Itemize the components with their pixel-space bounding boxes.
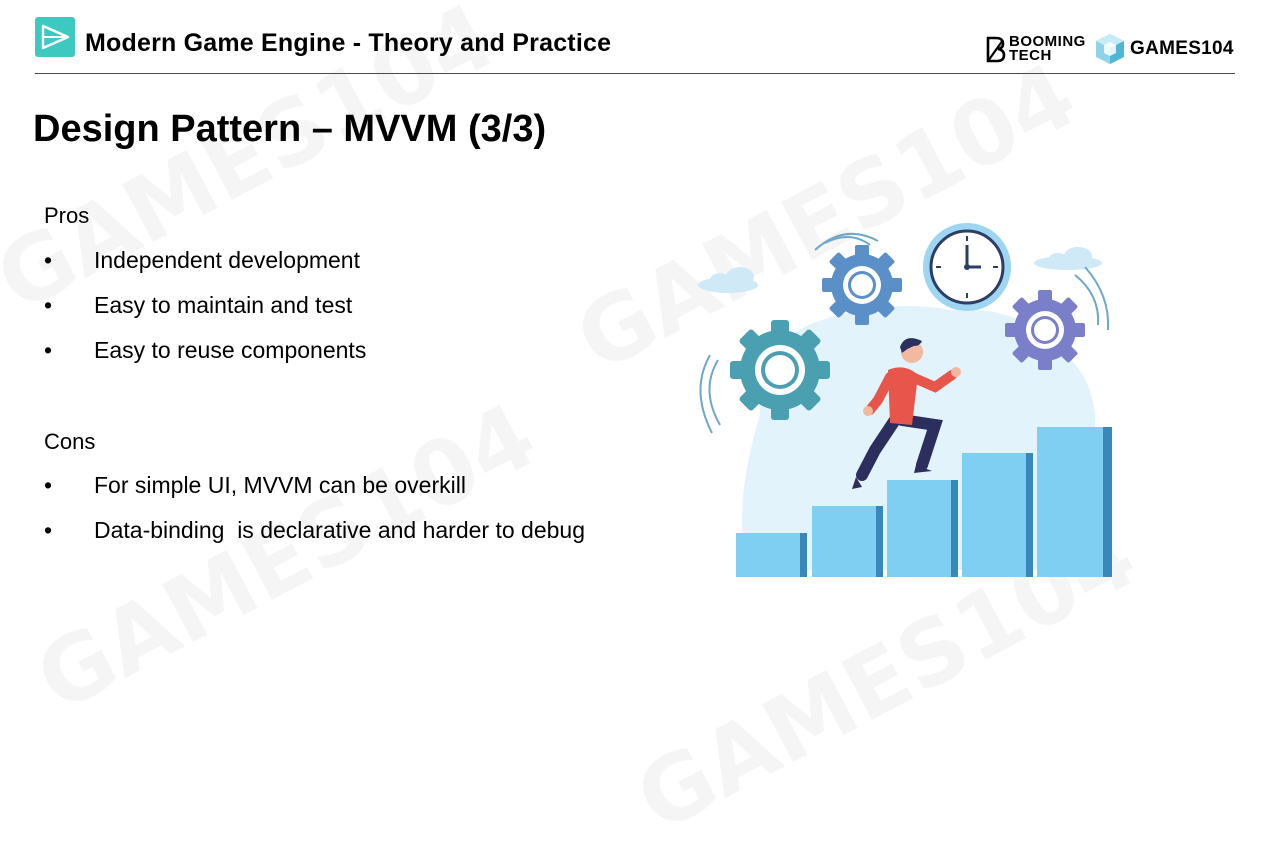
cube-icon <box>1096 34 1124 64</box>
gear-icon <box>730 320 830 420</box>
header-divider <box>35 73 1235 74</box>
watermark: GAMES104 <box>20 383 553 733</box>
cloud-icon <box>698 267 758 293</box>
stairs <box>736 427 1112 577</box>
bullet-dot: • <box>44 292 53 318</box>
slide-title: Design Pattern – MVVM (3/3) <box>33 108 547 150</box>
bullet-dot: • <box>44 472 53 498</box>
brand-games-text: GAMES104 <box>1130 38 1234 59</box>
play-triangle-icon <box>35 17 75 57</box>
booming-b-icon <box>986 36 1006 63</box>
pros-item-text: Easy to maintain and test <box>94 292 353 318</box>
cons-label: Cons <box>44 429 96 454</box>
bullet-dot: • <box>44 337 53 363</box>
gear-icon <box>1005 290 1085 370</box>
pros-item-text: Independent development <box>94 247 360 273</box>
gear-icon <box>822 245 902 325</box>
cloud-icon <box>1034 247 1102 270</box>
brand-line-2: TECH <box>1009 47 1052 64</box>
booming-tech-logo: BOOMING TECH <box>985 33 1086 64</box>
header-title: Modern Game Engine - Theory and Practice <box>85 29 612 57</box>
cons-item-text: Data-binding is declarative and harder t… <box>94 517 585 543</box>
brand-line-1: BOOMING <box>1009 33 1086 50</box>
games104-logo: GAMES104 <box>1095 33 1234 65</box>
pros-label: Pros <box>44 203 90 228</box>
motion-lines <box>699 232 1110 434</box>
pros-item-text: Easy to reuse components <box>94 337 367 363</box>
runner-figure <box>852 338 961 489</box>
bullet-dot: • <box>44 247 53 273</box>
progress-illustration <box>698 223 1112 577</box>
header: Modern Game Engine - Theory and Practice… <box>0 0 1280 80</box>
bullet-dot: • <box>44 517 53 543</box>
cons-item-text: For simple UI, MVVM can be overkill <box>94 472 466 498</box>
clock-icon <box>923 223 1011 311</box>
